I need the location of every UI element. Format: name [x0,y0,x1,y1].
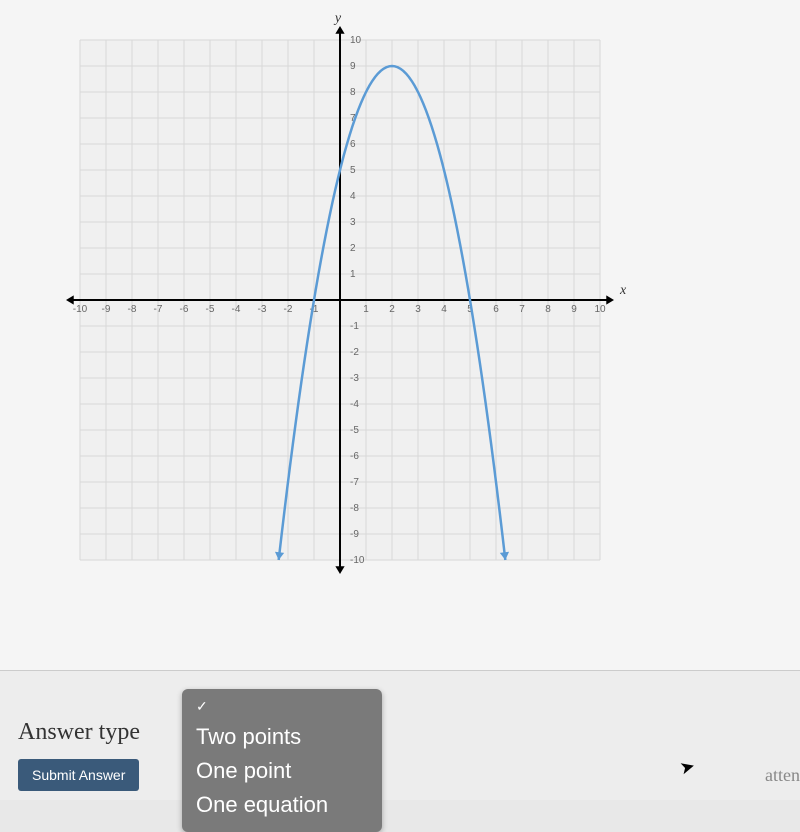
svg-text:-5: -5 [206,304,215,315]
svg-text:-2: -2 [284,304,293,315]
svg-text:10: 10 [350,35,362,46]
svg-text:4: 4 [441,304,447,315]
svg-text:-4: -4 [232,304,241,315]
svg-text:-8: -8 [350,503,359,514]
dropdown-option-one-equation[interactable]: One equation [182,788,382,822]
svg-text:-6: -6 [350,451,359,462]
answer-type-dropdown[interactable]: ✓ Two points One point One equation [182,689,382,832]
check-icon: ✓ [182,699,382,720]
answer-type-label: Answer type [18,719,140,746]
svg-text:7: 7 [519,304,525,315]
svg-text:1: 1 [363,304,369,315]
svg-text:x: x [619,283,627,298]
dropdown-option-two-points[interactable]: Two points [182,720,382,754]
submit-button[interactable]: Submit Answer [18,759,139,791]
svg-text:5: 5 [350,165,356,176]
svg-text:6: 6 [350,139,356,150]
svg-text:9: 9 [350,61,356,72]
svg-text:-10: -10 [350,555,365,566]
svg-text:-10: -10 [73,304,88,315]
dropdown-option-one-point[interactable]: One point [182,754,382,788]
svg-text:y: y [333,11,342,26]
answer-bar: Answer type Submit Answer ✓ Two points O… [0,670,800,800]
svg-text:3: 3 [350,217,356,228]
svg-text:3: 3 [415,304,421,315]
svg-text:8: 8 [545,304,551,315]
svg-text:6: 6 [493,304,499,315]
svg-text:-6: -6 [180,304,189,315]
svg-text:10: 10 [594,304,606,315]
svg-text:1: 1 [350,269,356,280]
svg-text:-7: -7 [154,304,163,315]
svg-text:-8: -8 [128,304,137,315]
svg-text:-9: -9 [102,304,111,315]
cursor-icon: ➤ [677,755,697,779]
svg-text:8: 8 [350,87,356,98]
svg-text:-4: -4 [350,399,359,410]
svg-text:9: 9 [571,304,577,315]
svg-text:-5: -5 [350,425,359,436]
svg-text:-3: -3 [350,373,359,384]
chart: -10 -9 -8 -7 -6 -5 -4 -3 -2 -1 1 2 3 4 5 6 7 8 9 10 -10 -9 -8 -… [50,10,630,590]
attempts-text: atten [765,765,800,786]
content-area: -10 -9 -8 -7 -6 -5 -4 -3 -2 -1 1 2 3 4 5 6 7 8 9 10 -10 -9 -8 -… [0,0,800,670]
svg-text:-3: -3 [258,304,267,315]
svg-text:4: 4 [350,191,356,202]
svg-text:-1: -1 [350,321,359,332]
svg-text:2: 2 [350,243,356,254]
svg-text:-7: -7 [350,477,359,488]
svg-text:-9: -9 [350,529,359,540]
svg-text:2: 2 [389,304,395,315]
svg-text:-2: -2 [350,347,359,358]
